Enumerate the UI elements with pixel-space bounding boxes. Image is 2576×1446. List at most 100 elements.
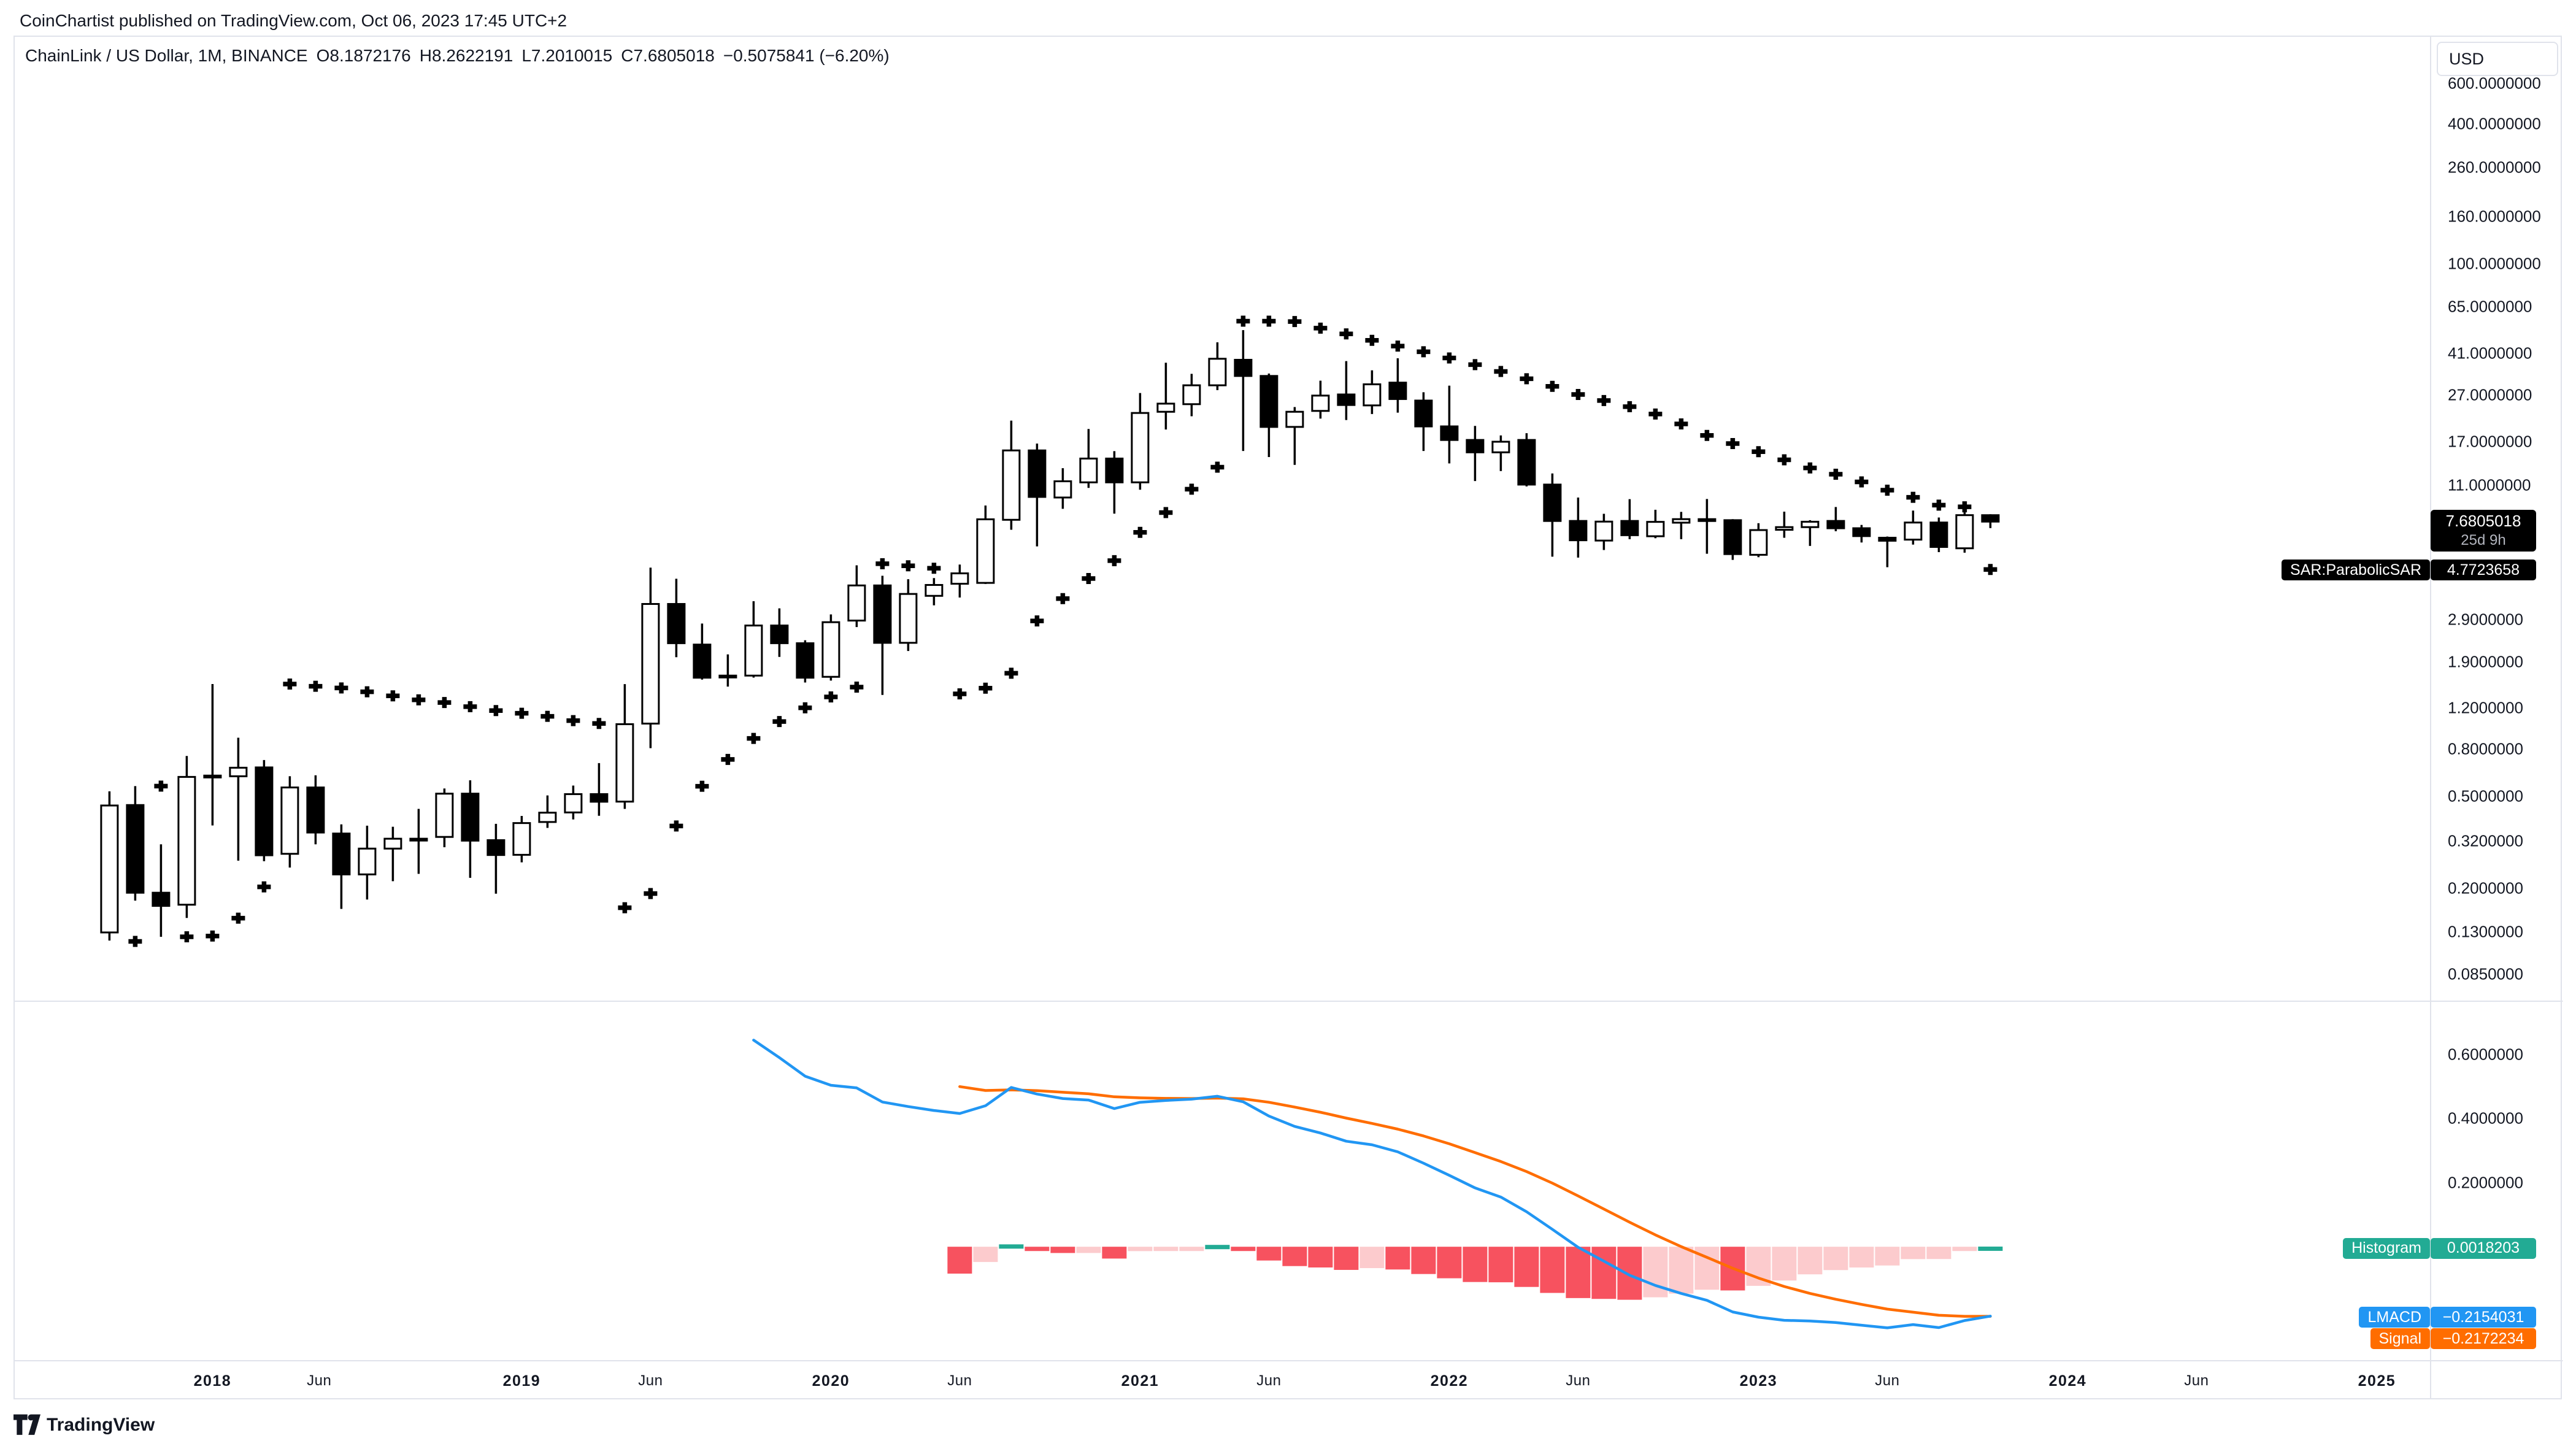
candle-body	[126, 804, 145, 894]
sar-marker	[1958, 501, 1972, 513]
candle-body	[744, 625, 763, 677]
price-axis-tick: 0.3200000	[2448, 831, 2523, 850]
chart-header: ChainLink / US Dollar, 1M, BINANCE O8.187…	[25, 46, 898, 66]
candle-body	[1259, 375, 1278, 428]
sar-marker	[154, 780, 168, 792]
candle-body	[1337, 393, 1356, 406]
candle-body	[847, 584, 866, 622]
sar-marker	[1391, 340, 1405, 352]
time-axis-tick[interactable]: Jun	[947, 1372, 972, 1389]
sar-marker	[1468, 359, 1482, 371]
candle-body	[667, 602, 686, 644]
sar-marker	[1906, 491, 1920, 503]
macd-histogram-bar	[1256, 1247, 1282, 1261]
candle-body	[925, 583, 944, 597]
time-axis-tick[interactable]: Jun	[1256, 1372, 1282, 1389]
sar-marker	[283, 679, 297, 690]
candle-body	[512, 822, 531, 856]
candle-body	[229, 766, 248, 777]
candle-body	[1672, 518, 1691, 524]
macd-histogram-bar	[1411, 1247, 1436, 1274]
candle-body	[564, 793, 583, 813]
candle-body	[306, 786, 325, 834]
time-axis-tick[interactable]: 2019	[502, 1372, 541, 1390]
price-axis-tick: 160.0000000	[2448, 207, 2541, 226]
price-axis-tick: 41.0000000	[2448, 344, 2532, 363]
last-price-label: 7.6805018 25d 9h	[2431, 510, 2536, 552]
sar-marker	[1494, 366, 1508, 377]
sar-marker	[128, 936, 142, 947]
sar-marker	[1545, 380, 1559, 392]
chart-widget-frame	[13, 36, 2562, 1399]
sar-marker	[540, 710, 555, 722]
time-axis-tick[interactable]: Jun	[1566, 1372, 1591, 1389]
currency-toggle-button[interactable]: USD	[2437, 42, 2558, 76]
price-axis-tick: 0.1300000	[2448, 922, 2523, 941]
candle-body	[1028, 449, 1047, 498]
time-axis-tick[interactable]: 2021	[1121, 1372, 1159, 1390]
macd-histogram-bar	[1128, 1247, 1153, 1252]
macd-histogram-bar	[973, 1247, 998, 1263]
time-axis-tick[interactable]: Jun	[2184, 1372, 2209, 1389]
sar-marker	[1829, 469, 1843, 480]
sar-marker	[1417, 346, 1431, 358]
sar-marker	[515, 707, 529, 719]
sar-marker	[1159, 507, 1173, 518]
sar-marker	[1674, 418, 1688, 429]
sar-marker	[1056, 593, 1070, 604]
candle-body	[1955, 514, 1974, 550]
sar-marker	[695, 780, 709, 792]
sar-marker	[489, 705, 503, 717]
time-axis-tick[interactable]: 2024	[2048, 1372, 2087, 1390]
time-axis-tick[interactable]: 2020	[812, 1372, 850, 1390]
macd-histogram-bar	[1643, 1247, 1668, 1298]
sar-marker	[1133, 526, 1147, 538]
candle-body	[280, 786, 299, 855]
candle-body	[1105, 457, 1124, 483]
candle-body	[1079, 457, 1098, 483]
time-axis-tick[interactable]: 2022	[1430, 1372, 1469, 1390]
time-axis-tick[interactable]: Jun	[638, 1372, 663, 1389]
macd-histogram-bar	[1282, 1247, 1307, 1266]
sar-marker	[1236, 315, 1250, 327]
indicator-axis-tick: 0.6000000	[2448, 1045, 2523, 1064]
time-axis-tick[interactable]: 2025	[2358, 1372, 2396, 1390]
time-axis-tick[interactable]: 2023	[1739, 1372, 1778, 1390]
sar-marker	[1442, 352, 1456, 364]
candle-body	[873, 584, 892, 644]
time-axis-tick[interactable]: 2018	[193, 1372, 232, 1390]
sar-marker	[1365, 334, 1379, 346]
candle-body	[383, 837, 402, 850]
price-axis-tick: 27.0000000	[2448, 385, 2532, 404]
price-axis-tick: 1.2000000	[2448, 698, 2523, 717]
price-axis-tick: 0.5000000	[2448, 786, 2523, 806]
candle-body	[152, 891, 171, 907]
time-axis-tick[interactable]: Jun	[1875, 1372, 1900, 1389]
sar-marker	[1313, 322, 1328, 334]
macd-histogram-bar	[1823, 1247, 1848, 1271]
candle-body	[177, 775, 196, 906]
price-axis-tick: 65.0000000	[2448, 297, 2532, 316]
macd-histogram-bar	[1488, 1247, 1513, 1283]
candle-body	[1981, 514, 2000, 523]
sar-marker	[850, 682, 864, 693]
candle-body	[358, 847, 377, 875]
time-axis-tick[interactable]: Jun	[307, 1372, 332, 1389]
price-axis-tick: 2.9000000	[2448, 610, 2523, 629]
sar-marker	[772, 716, 786, 728]
candle-body	[255, 766, 274, 856]
tradingview-logo[interactable]: TradingView	[13, 1413, 155, 1437]
candle-body	[1852, 527, 1871, 537]
candle-body	[770, 625, 789, 644]
candle-body	[435, 793, 454, 838]
macd-histogram-bar	[1540, 1247, 1565, 1293]
sar-marker	[644, 888, 658, 899]
sar-marker	[1700, 429, 1714, 441]
sar-marker	[360, 686, 374, 698]
candle-body	[1646, 521, 1665, 537]
last-price-value: 7.6805018	[2445, 512, 2521, 530]
histogram-name-label: Histogram	[2343, 1237, 2430, 1259]
sar-marker	[1210, 461, 1225, 473]
candle-body	[693, 644, 712, 679]
